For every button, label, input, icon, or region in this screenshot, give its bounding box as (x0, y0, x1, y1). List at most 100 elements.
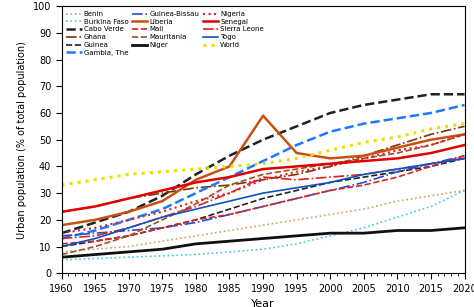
World (227, 165, 232, 168)
Line: Guinea: Guinea (62, 158, 465, 247)
Ghana (328, 165, 333, 168)
Niger (260, 237, 266, 240)
Cabo Verde (428, 92, 434, 96)
Cabo Verde (126, 210, 132, 214)
Benin (126, 245, 132, 248)
World (394, 135, 400, 139)
Nigeria (193, 199, 199, 203)
Liberia (462, 133, 467, 136)
Mali (227, 213, 232, 216)
Mali (394, 175, 400, 179)
Guinea-Bissau (92, 231, 98, 235)
Sierra Leone (328, 175, 333, 179)
Togo (462, 157, 467, 160)
Burkina Faso (126, 255, 132, 259)
Gambia, The (462, 103, 467, 107)
Legend: Benin, Burkina Faso, Cabo Verde, Ghana, Guinea, Gambia, The, Guinea-Bissau, Libe: Benin, Burkina Faso, Cabo Verde, Ghana, … (65, 10, 265, 57)
Line: Mauritania: Mauritania (62, 134, 465, 255)
Niger (428, 229, 434, 232)
Senegal (428, 151, 434, 155)
Sierra Leone (92, 234, 98, 238)
Line: World: World (62, 124, 465, 185)
Mauritania (428, 143, 434, 147)
Sierra Leone (126, 226, 132, 230)
Nigeria (160, 210, 165, 214)
Senegal (361, 159, 367, 163)
Guinea-Bissau (193, 221, 199, 224)
Niger (328, 231, 333, 235)
Line: Mali: Mali (62, 156, 465, 244)
Senegal (160, 188, 165, 192)
Liberia (59, 223, 64, 227)
Benin (361, 207, 367, 211)
Burkina Faso (92, 257, 98, 260)
Ghana (260, 178, 266, 181)
Nigeria (294, 170, 300, 173)
Niger (160, 247, 165, 251)
Niger (193, 242, 199, 246)
Guinea-Bissau (260, 204, 266, 208)
Sierra Leone (160, 215, 165, 219)
Line: Togo: Togo (62, 158, 465, 247)
Ghana (428, 133, 434, 136)
Senegal (92, 204, 98, 208)
Guinea-Bissau (59, 234, 64, 238)
World (428, 127, 434, 131)
Guinea-Bissau (160, 226, 165, 230)
Nigeria (428, 143, 434, 147)
World (328, 149, 333, 152)
World (361, 141, 367, 144)
Cabo Verde (260, 138, 266, 142)
Guinea (260, 196, 266, 200)
Mali (160, 226, 165, 230)
Cabo Verde (394, 98, 400, 101)
Benin (328, 213, 333, 216)
World (193, 167, 199, 171)
Line: Nigeria: Nigeria (62, 134, 465, 233)
Sierra Leone (428, 162, 434, 165)
Mauritania (227, 183, 232, 187)
Togo (328, 181, 333, 184)
Togo (92, 237, 98, 240)
Guinea (428, 165, 434, 168)
Cabo Verde (462, 92, 467, 96)
Gambia, The (92, 229, 98, 232)
Senegal (126, 196, 132, 200)
Burkina Faso (462, 188, 467, 192)
Benin (160, 239, 165, 243)
Y-axis label: Urban population (% of total population): Urban population (% of total population) (17, 41, 27, 239)
Liberia (160, 199, 165, 203)
Ghana (160, 191, 165, 195)
Burkina Faso (59, 258, 64, 262)
Niger (294, 234, 300, 238)
Cabo Verde (160, 194, 165, 198)
Cabo Verde (227, 154, 232, 157)
Gambia, The (294, 143, 300, 147)
World (92, 178, 98, 181)
Guinea-Bissau (394, 170, 400, 173)
Benin (428, 194, 434, 198)
Liberia (126, 210, 132, 214)
Line: Guinea-Bissau: Guinea-Bissau (62, 156, 465, 236)
Burkina Faso (160, 254, 165, 258)
Togo (160, 215, 165, 219)
Mali (126, 234, 132, 238)
Benin (394, 199, 400, 203)
Togo (428, 162, 434, 165)
Senegal (294, 165, 300, 168)
Liberia (227, 165, 232, 168)
Nigeria (394, 149, 400, 152)
Mali (59, 242, 64, 246)
Mauritania (92, 245, 98, 248)
Mauritania (462, 133, 467, 136)
Cabo Verde (328, 111, 333, 115)
Ghana (92, 204, 98, 208)
Nigeria (126, 218, 132, 222)
Liberia (193, 178, 199, 181)
Mauritania (160, 218, 165, 222)
Burkina Faso (260, 247, 266, 251)
Gambia, The (260, 159, 266, 163)
Ghana (227, 183, 232, 187)
Nigeria (227, 191, 232, 195)
Niger (361, 231, 367, 235)
